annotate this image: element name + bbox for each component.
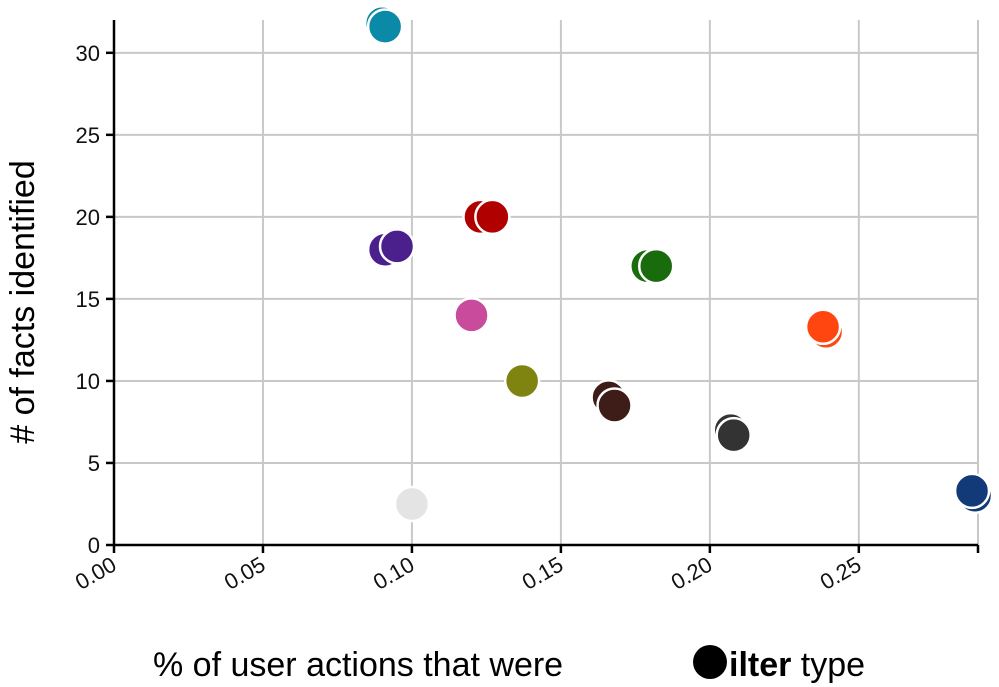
y-tick-label: 20 [76,205,100,230]
data-points [363,5,994,523]
data-point [453,297,490,334]
y-tick-label: 10 [76,369,100,394]
grid [114,20,979,545]
data-point [804,308,842,346]
x-tick-label: 0.20 [667,552,717,595]
y-tick-label: 30 [76,41,100,66]
x-tick-label: 0.15 [518,552,568,595]
y-tick-label: 25 [76,123,100,148]
x-axis-ticks: 0.00 0.05 0.10 0.15 0.20 0.25 [71,552,865,595]
x-axis-title-suffix: type [791,646,865,684]
data-point [953,472,991,510]
data-point [393,485,431,523]
x-tick-label: 0.25 [816,552,866,595]
x-axis-title-emphasis: ilter [729,646,791,684]
y-tick-label: 0 [88,533,100,558]
y-axis-ticks: 0 5 10 15 20 25 30 [76,41,100,558]
x-axis-title-prefix: % of user actions that were [153,646,563,684]
x-tick-label: 0.05 [220,552,270,595]
data-point [637,247,675,285]
x-tick-label: 0.10 [369,552,419,595]
svg-text:ilter type: ilter type [729,646,865,684]
y-tick-label: 5 [88,451,100,476]
data-point [715,416,752,454]
data-point [378,228,416,265]
data-point [596,387,633,424]
x-axis-title-marker [693,645,727,679]
x-tick-label: 0.00 [71,552,121,595]
y-axis-title: # of facts identified [4,160,42,444]
data-point [366,8,404,45]
y-tick-label: 15 [76,287,100,312]
data-point [503,362,541,400]
x-axis-title: % of user actions that were ilter type [153,645,865,684]
axes [106,20,980,553]
svg-text:% of user actions that were: % of user actions that were [153,646,563,684]
data-point [474,198,511,236]
